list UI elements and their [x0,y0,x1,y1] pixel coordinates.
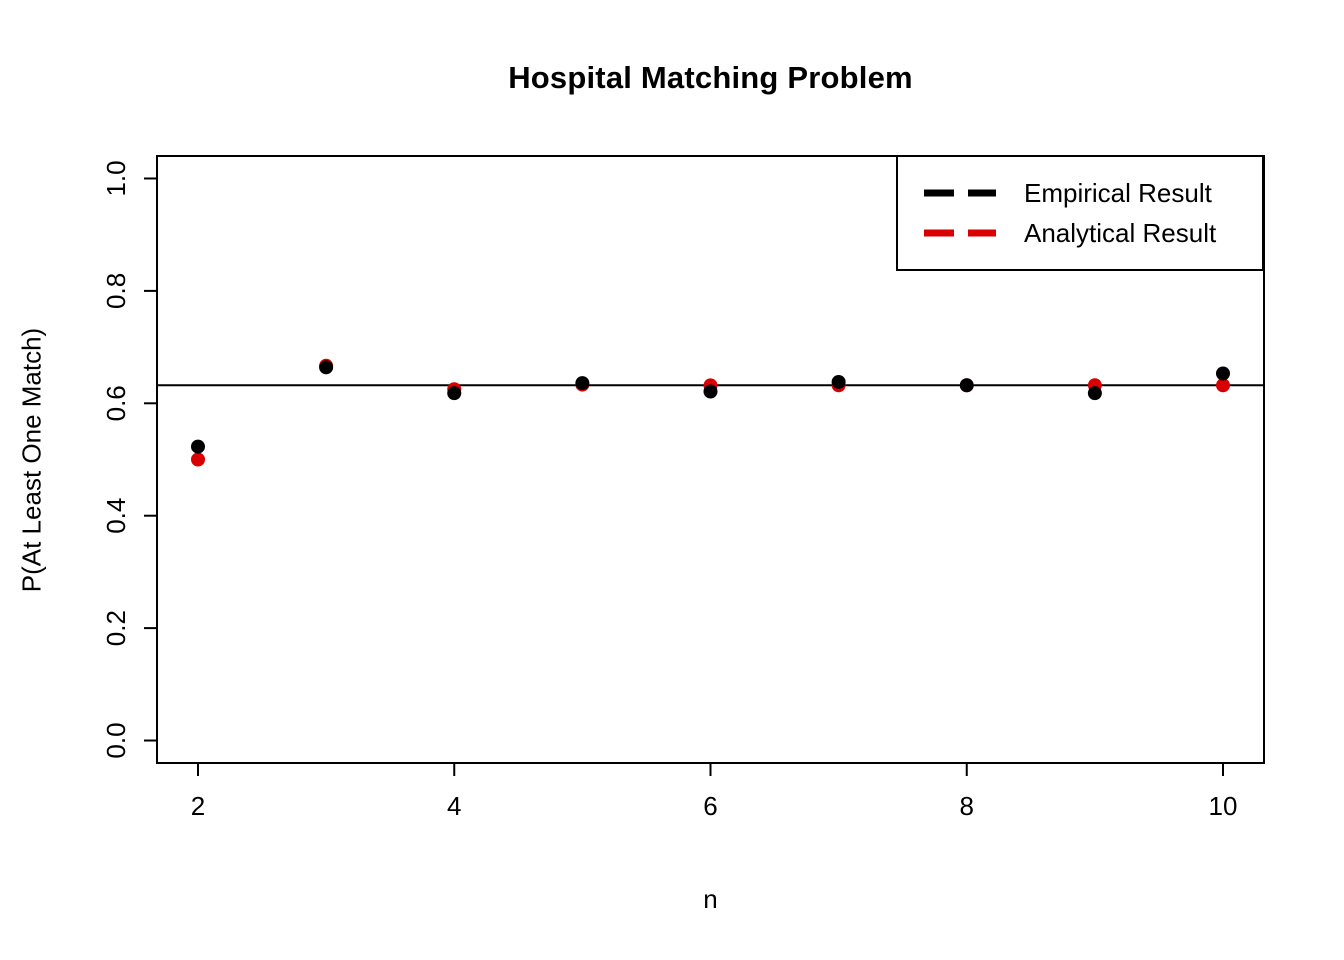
x-tick-label: 8 [960,791,974,821]
data-point-analytical-n10 [1216,378,1230,393]
y-tick-label: 0.6 [101,385,131,421]
data-point-empirical-n5 [575,376,590,391]
data-point-empirical-n3 [319,360,334,375]
y-tick-label: 1.0 [101,160,131,196]
data-point-empirical-n8 [959,378,974,393]
data-point-empirical-n9 [1087,386,1102,401]
data-point-empirical-n7 [831,374,846,389]
data-point-analytical-n2 [191,452,205,467]
y-tick-label: 0.0 [101,722,131,758]
legend: Empirical Result Analytical Result [896,155,1264,271]
x-axis-title: n [703,884,718,914]
x-tick-label: 6 [703,791,717,821]
y-axis-title: P(At Least One Match) [16,327,47,593]
legend-label-analytical: Analytical Result [1024,217,1217,248]
data-point-empirical-n10 [1216,366,1230,381]
legend-item-empirical: Empirical Result [922,179,1262,208]
y-tick-label: 0.2 [101,610,131,646]
dashed-line-red-icon [924,229,996,237]
data-point-empirical-n2 [191,439,205,454]
dashed-line-black-icon [924,189,996,197]
legend-label-empirical: Empirical Result [1024,177,1212,208]
chart-title: Hospital Matching Problem [508,60,913,95]
y-tick-label: 0.4 [101,498,131,534]
legend-item-analytical: Analytical Result [922,217,1262,248]
data-point-empirical-n4 [447,386,462,401]
x-tick-label: 10 [1209,791,1238,821]
x-tick-label: 4 [447,791,461,821]
data-point-empirical-n6 [703,384,718,399]
x-tick-label: 2 [191,791,205,821]
y-tick-label: 0.8 [101,273,131,309]
